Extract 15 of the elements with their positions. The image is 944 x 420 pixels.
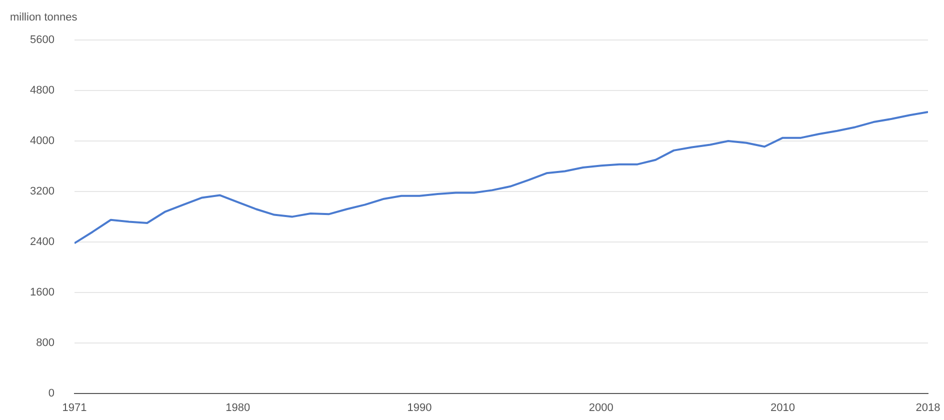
y-tick-label: 1600 [30, 286, 54, 298]
x-tick-label: 2000 [588, 402, 614, 414]
y-tick-label: 5600 [30, 34, 54, 46]
x-tick-label: 2018 [916, 402, 940, 414]
y-tick-label: 3200 [30, 185, 54, 198]
x-tick-label: 1980 [226, 402, 250, 414]
x-tick-label: 1971 [62, 402, 87, 414]
x-tick-label: 2010 [770, 402, 795, 414]
y-tick-label: 2400 [30, 236, 54, 248]
y-axis-title: million tonnes [10, 12, 78, 24]
y-tick-label: 4000 [30, 135, 54, 148]
y-tick-label: 800 [36, 336, 54, 349]
y-tick-label: 4800 [30, 84, 54, 97]
y-tick-label: 0 [48, 387, 54, 400]
x-tick-label: 1990 [407, 402, 432, 414]
